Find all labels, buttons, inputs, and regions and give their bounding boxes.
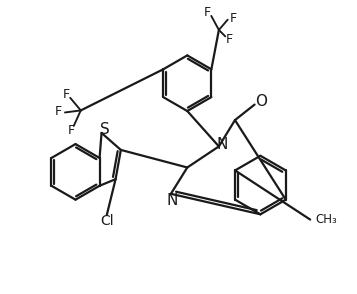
Text: F: F [203, 6, 210, 19]
Text: O: O [255, 94, 267, 109]
Text: Cl: Cl [100, 214, 114, 228]
Text: F: F [62, 88, 69, 101]
Text: N: N [216, 138, 227, 153]
Text: F: F [55, 105, 62, 118]
Text: S: S [100, 122, 109, 137]
Text: F: F [229, 12, 236, 25]
Text: F: F [67, 124, 74, 137]
Text: N: N [166, 193, 177, 208]
Text: CH₃: CH₃ [316, 213, 337, 226]
Text: F: F [226, 33, 233, 46]
